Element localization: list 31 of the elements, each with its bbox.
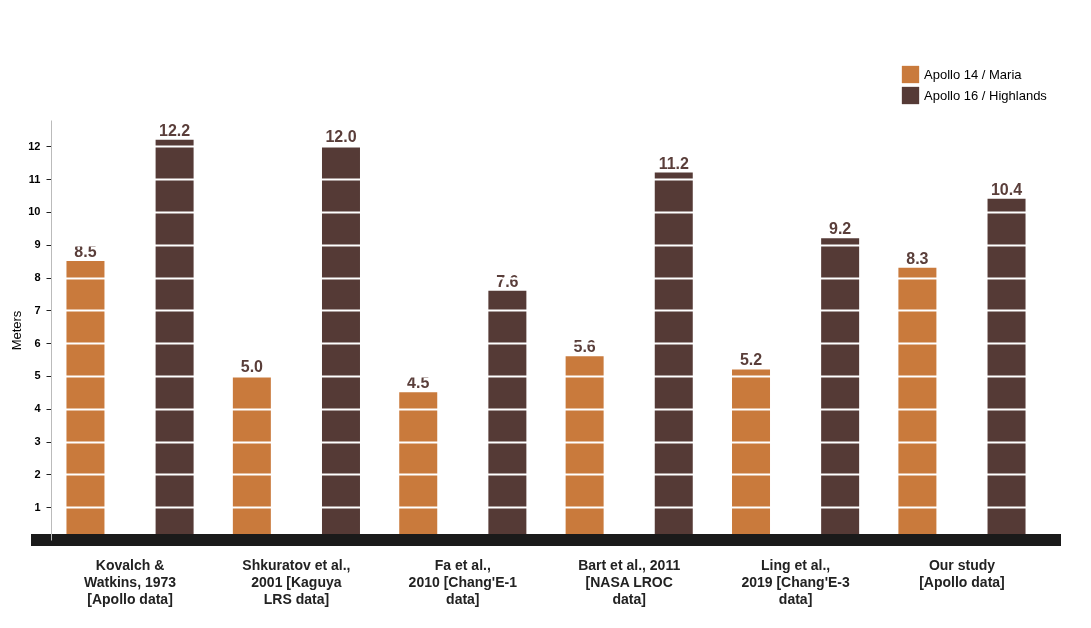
- y-tick-label: 9: [34, 238, 41, 251]
- data-label: 10.4: [990, 180, 1023, 198]
- data-label: 5.2: [739, 351, 763, 369]
- y-tick-label: 4: [34, 402, 42, 415]
- x-tick-label: Our study [Apollo data]: [919, 556, 1005, 590]
- data-label: 12.0: [325, 128, 357, 146]
- data-label: 12.2: [159, 121, 191, 139]
- legend-label: Apollo 16 / Highlands: [924, 87, 1048, 103]
- data-label: 8.3: [906, 249, 929, 267]
- y-axis-title: Meters: [9, 310, 25, 351]
- y-tick-label: 3: [34, 435, 41, 448]
- y-tick-label: 1: [34, 500, 41, 513]
- legend-label: Apollo 14 / Maria: [924, 66, 1023, 82]
- y-tick-label: 5: [34, 369, 41, 382]
- data-label: 5.6: [573, 338, 596, 356]
- y-tick-label: 11: [28, 172, 41, 185]
- y-tick-label: 7: [34, 303, 41, 316]
- x-tick-label: Shkuratov et al., 2001 [Kaguya LRS data]: [242, 556, 351, 607]
- y-tick-label: 6: [34, 336, 41, 349]
- x-tick-label: Kovalch & Watkins, 1973 [Apollo data]: [83, 556, 177, 607]
- y-tick-label: 8: [34, 271, 41, 283]
- data-label: 11.2: [658, 154, 689, 172]
- y-tick-label: 2: [34, 467, 41, 480]
- x-tick-label: Bart et al., 2011 [NASA LROC data]: [578, 556, 681, 607]
- data-label: 5.0: [240, 357, 264, 375]
- y-tick-label: 12: [28, 139, 41, 152]
- y-tick-label: 10: [28, 205, 41, 218]
- data-label: 7.6: [496, 272, 519, 290]
- x-tick-label: Fa et al., 2010 [Chang'E-1 data]: [408, 556, 518, 607]
- data-label: 9.2: [829, 220, 852, 238]
- x-tick-label: Ling et al., 2019 [Chang'E-3 data]: [741, 556, 850, 607]
